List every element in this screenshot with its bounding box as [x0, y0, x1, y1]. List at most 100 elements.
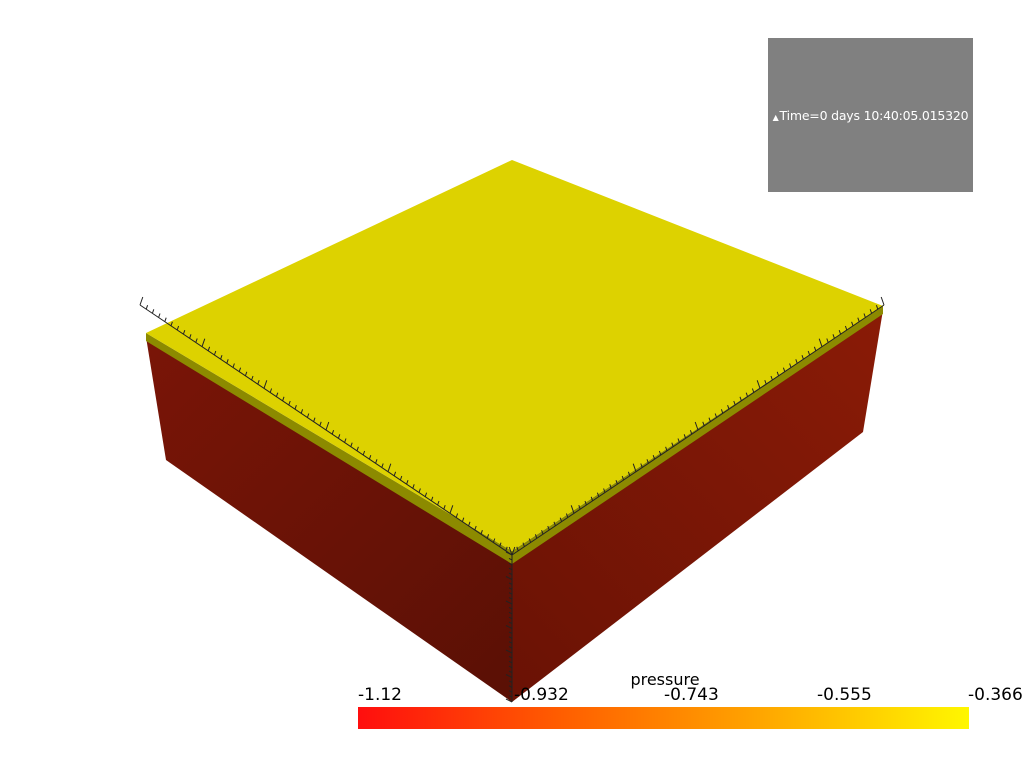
- axis-tick: [232, 363, 235, 368]
- axis-tick: [665, 446, 668, 451]
- axis-tick: [671, 442, 674, 447]
- axis-tick: [269, 388, 273, 393]
- axis-tick: [818, 338, 823, 347]
- axis-tick: [508, 621, 513, 625]
- axis-tick: [689, 430, 693, 435]
- axis-tick: [832, 334, 835, 339]
- axis-tick: [714, 413, 718, 418]
- axis-tick: [505, 649, 513, 654]
- box-left-face: [146, 337, 512, 702]
- axis-tick: [387, 463, 392, 472]
- axis-tick: [596, 492, 600, 497]
- axis-tick: [813, 346, 817, 351]
- axis-tick: [508, 685, 513, 688]
- colorbar-tick-label: -0.932: [514, 685, 569, 705]
- axis-tick: [257, 380, 260, 385]
- axis-tick: [508, 680, 513, 683]
- axis-tick: [508, 572, 513, 576]
- axis-tick: [139, 296, 144, 306]
- axis-tick: [508, 616, 513, 620]
- colorbar-tick-label: -0.366: [968, 685, 1023, 705]
- axis-tick: [508, 582, 513, 585]
- axis-tick: [508, 631, 513, 634]
- axis-tick: [795, 359, 798, 364]
- axis-tick: [739, 396, 742, 401]
- triangle-icon: ▲: [772, 112, 779, 122]
- axis-tick: [627, 471, 631, 476]
- axis-tick: [201, 338, 206, 347]
- axis-tick: [508, 670, 513, 674]
- axis-tick: [437, 500, 440, 506]
- axis-tick: [505, 625, 513, 629]
- axis-tick: [356, 446, 359, 451]
- axis-tick: [282, 396, 285, 401]
- axis-tick: [306, 413, 310, 418]
- axis-tick: [508, 660, 513, 664]
- axis-tick: [640, 463, 643, 468]
- axis-tick: [189, 334, 192, 339]
- axis-tick: [399, 475, 403, 481]
- axis-tick: [508, 546, 513, 556]
- axis-tick: [508, 636, 513, 639]
- axis-tick: [244, 371, 248, 376]
- axis-tick: [851, 321, 854, 326]
- axis-tick: [508, 665, 513, 669]
- axis-tick: [182, 330, 186, 335]
- axis-tick: [534, 534, 538, 539]
- axis-tick: [505, 600, 513, 605]
- axis-tick: [344, 438, 347, 443]
- colorbar-tick-label: -0.743: [664, 685, 719, 705]
- axis-tick: [275, 392, 279, 397]
- axis-tick: [528, 538, 532, 543]
- axis-tick: [708, 417, 711, 422]
- axis-tick: [195, 338, 198, 343]
- axis-tick: [486, 534, 490, 539]
- axis-tick: [313, 417, 316, 422]
- colorbar-gradient: [358, 707, 969, 729]
- axis-tick: [151, 309, 155, 314]
- axis-tick: [511, 546, 516, 556]
- axis-tick: [658, 450, 662, 456]
- axis-tick: [508, 562, 513, 566]
- axis-tick: [508, 655, 513, 659]
- axis-tick: [508, 587, 513, 590]
- axis-tick: [776, 371, 780, 376]
- axis-tick: [375, 459, 378, 464]
- axis-tick: [406, 480, 409, 485]
- axis-tick: [480, 530, 483, 535]
- axis-tick: [807, 350, 811, 356]
- axis-tick: [547, 525, 550, 531]
- cube-axes: [139, 296, 885, 703]
- axis-tick: [499, 542, 502, 547]
- box-right-face: [512, 310, 883, 702]
- axis-tick: [508, 597, 513, 600]
- axis-tick: [570, 505, 575, 514]
- axis-tick: [251, 375, 254, 381]
- axis-tick: [565, 513, 569, 518]
- axis-tick: [838, 330, 842, 335]
- axis-tick: [559, 517, 563, 522]
- box-top-face: [146, 160, 883, 551]
- axis-tick: [590, 496, 594, 501]
- axis-tick: [508, 690, 513, 693]
- axis-tick: [727, 405, 730, 410]
- axis-tick: [319, 421, 322, 426]
- axis-tick: [745, 392, 749, 397]
- time-annotation-text: Time=0 days 10:40:05.015320: [779, 107, 969, 123]
- axis-tick: [764, 380, 767, 385]
- axis-tick: [694, 421, 699, 431]
- axis-tick: [652, 455, 656, 460]
- axis-tick: [857, 317, 860, 322]
- axis-tick: [553, 521, 556, 526]
- axis-tick: [508, 606, 513, 610]
- axis-tick: [468, 521, 471, 526]
- axis-tick: [720, 409, 724, 414]
- axis-tick: [801, 355, 804, 360]
- colorbar-tick-label: -0.555: [817, 685, 872, 705]
- axis-tick: [505, 546, 508, 551]
- axis-tick: [220, 355, 223, 360]
- axis-tick: [508, 557, 513, 561]
- axis-tick: [646, 459, 649, 464]
- axis-tick: [288, 400, 291, 406]
